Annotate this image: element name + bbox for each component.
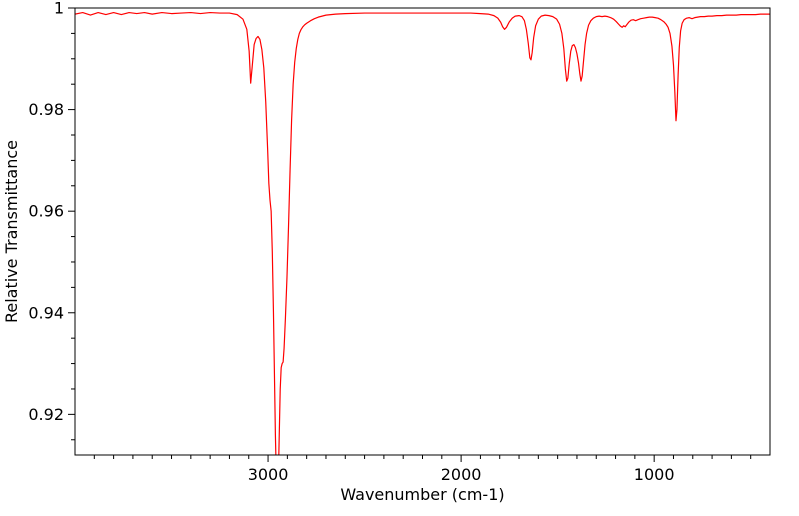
chart-generated-layers: 3000 2000 1000 0.92 0.94 0.96 0.98 1 — [28, 0, 771, 484]
y-tick-label: 0.98 — [28, 100, 64, 119]
y-tick-label: 0.94 — [28, 303, 64, 322]
y-axis-title: Relative Transmittance — [2, 140, 21, 323]
x-axis-ticks: 3000 2000 1000 — [93, 455, 752, 484]
y-axis-ticks: 0.92 0.94 0.96 0.98 1 — [28, 0, 75, 441]
y-tick-label: 0.92 — [28, 405, 64, 424]
x-axis-title: Wavenumber (cm-1) — [340, 485, 504, 504]
plot-border — [74, 7, 771, 456]
x-tick-label: 1000 — [634, 465, 675, 484]
x-tick-label: 2000 — [441, 465, 482, 484]
y-tick-label: 1 — [54, 0, 64, 18]
x-tick-label: 3000 — [248, 465, 289, 484]
y-tick-label: 0.96 — [28, 202, 64, 221]
spectrum-line — [75, 11, 770, 455]
